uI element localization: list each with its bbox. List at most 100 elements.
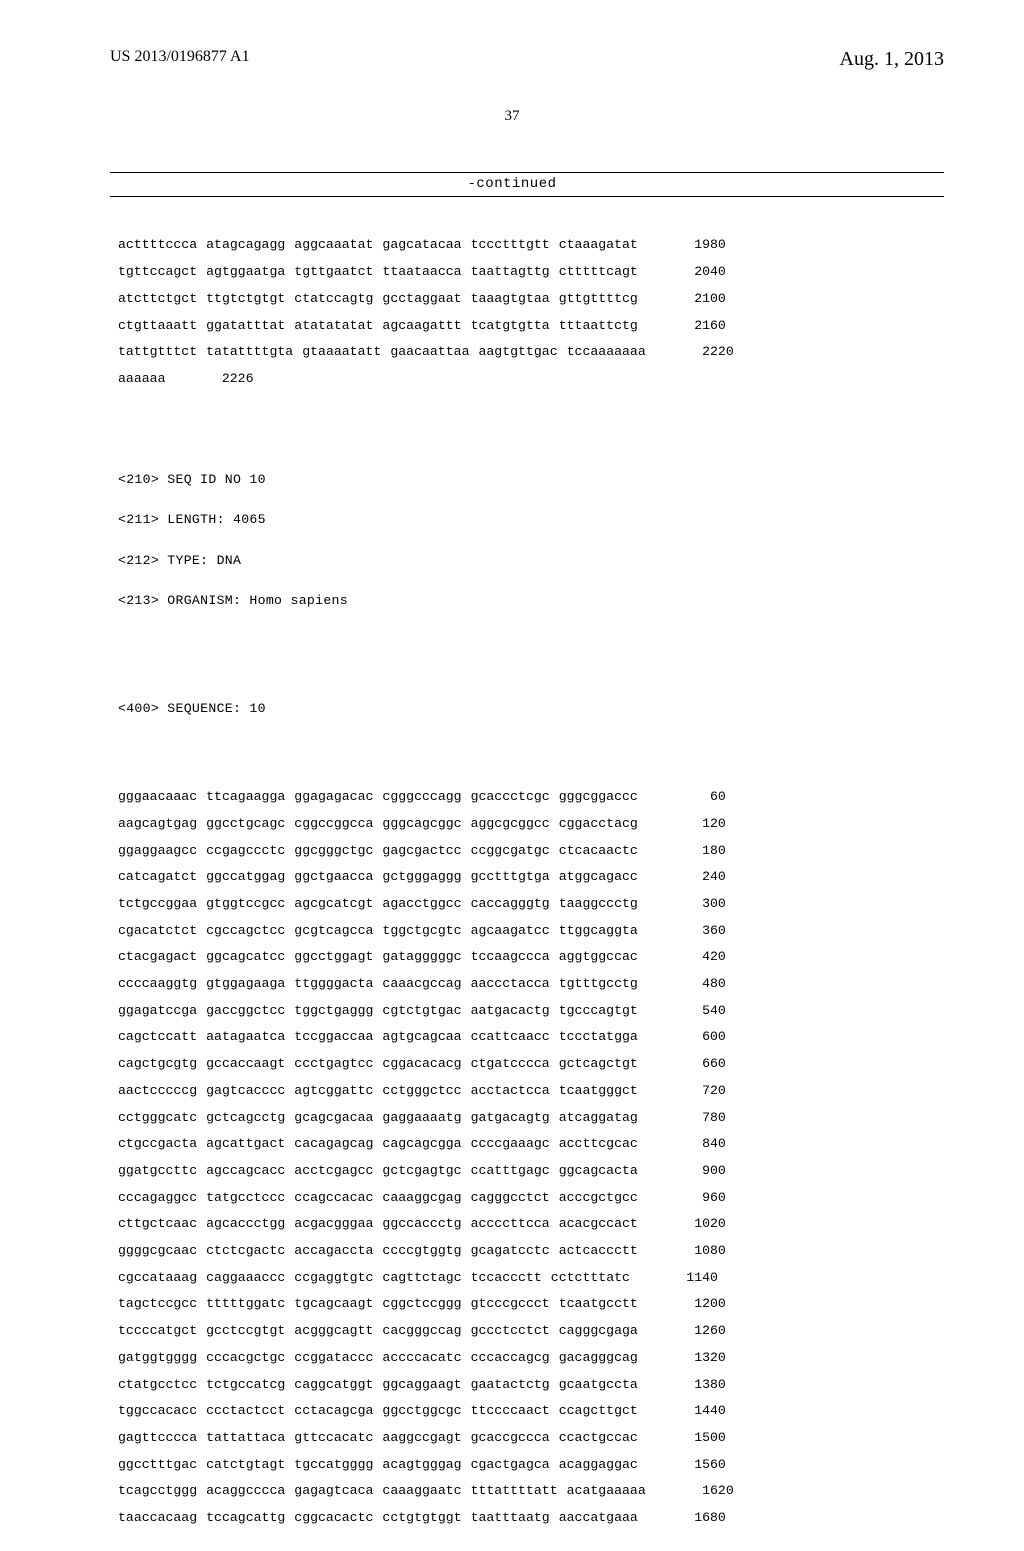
sequence-groups: aaaaaa <box>118 372 165 385</box>
sequence-group: ttccccaact <box>471 1404 550 1417</box>
sequence-group: tccagcattg <box>206 1511 285 1524</box>
sequence-group: cccaccagcg <box>471 1351 550 1364</box>
meta-seq-id: <210> SEQ ID NO 10 <box>118 473 734 486</box>
sequence-group: cccagaggcc <box>118 1191 197 1204</box>
sequence-group: acgacgggaa <box>294 1217 373 1230</box>
sequence-group: gagtcacccc <box>206 1084 285 1097</box>
sequence-position: 1200 <box>670 1297 726 1310</box>
sequence-group: tattattaca <box>206 1431 285 1444</box>
sequence-body-block: gggaacaaacttcagaaggaggagagacaccgggcccagg… <box>118 790 734 1524</box>
sequence-group: cacgggccag <box>382 1324 461 1337</box>
sequence-group: tatattttgta <box>206 345 293 358</box>
sequence-group: accagaccta <box>294 1244 373 1257</box>
sequence-group: gccctcctct <box>471 1324 550 1337</box>
sequence-group: cgacatctct <box>118 924 197 937</box>
sequence-group: ccggataccc <box>294 1351 373 1364</box>
sequence-position: 600 <box>670 1030 726 1043</box>
sequence-group: acctactcca <box>471 1084 550 1097</box>
sequence-line: cagctgcgtggccaccaagtccctgagtcccggacacacg… <box>118 1057 734 1070</box>
sequence-group: cagggcctct <box>471 1191 550 1204</box>
sequence-group: gaacaattaa <box>390 345 469 358</box>
sequence-position: 1980 <box>670 238 726 251</box>
sequence-group: gttgttttcg <box>559 292 638 305</box>
sequence-group: tggctgaggg <box>294 1004 373 1017</box>
sequence-group: ggccatggag <box>206 870 285 883</box>
sequence-position: 180 <box>670 844 726 857</box>
sequence-line: ctgttaaattggatatttatatatatatatagcaagattt… <box>118 319 734 332</box>
sequence-groups: ggaggaagccccgagccctcggcgggctgcgagcgactcc… <box>118 844 638 857</box>
sequence-group: ttcagaagga <box>206 790 285 803</box>
sequence-tail-block: acttttcccaatagcagaggaggcaaatatgagcatacaa… <box>118 238 734 385</box>
sequence-line: ctgccgactaagcattgactcacagagcagcagcagcgga… <box>118 1137 734 1150</box>
sequence-line: tattgtttcttatattttgtagtaaaatattgaacaatta… <box>118 345 734 358</box>
sequence-group: tccctatgga <box>559 1030 638 1043</box>
sequence-group: accttcgcac <box>559 1137 638 1150</box>
sequence-group: caggcatggt <box>294 1378 373 1391</box>
sequence-group: acccgctgcc <box>559 1191 638 1204</box>
sequence-group: caggaaaccc <box>206 1271 285 1284</box>
sequence-line: gatggtggggcccacgctgcccggatacccaccccacatc… <box>118 1351 734 1364</box>
sequence-group: tccggaccaa <box>294 1030 373 1043</box>
sequence-group: gcgtcagcca <box>294 924 373 937</box>
sequence-position: 360 <box>670 924 726 937</box>
sequence-group: tccccatgct <box>118 1324 197 1337</box>
sequence-group: ggcagcatcc <box>206 950 285 963</box>
sequence-group: taaggccctg <box>559 897 638 910</box>
sequence-position: 2040 <box>670 265 726 278</box>
sequence-group: cggcacactc <box>294 1511 373 1524</box>
sequence-position: 420 <box>670 950 726 963</box>
sequence-group: ggagagacac <box>294 790 373 803</box>
sequence-group: agcaagattt <box>382 319 461 332</box>
sequence-line: atcttctgctttgtctgtgtctatccagtggcctaggaat… <box>118 292 734 305</box>
sequence-group: agccagcacc <box>206 1164 285 1177</box>
sequence-groups: atcttctgctttgtctgtgtctatccagtggcctaggaat… <box>118 292 638 305</box>
sequence-group: ctacgagact <box>118 950 197 963</box>
sequence-position: 1440 <box>670 1404 726 1417</box>
sequence-position: 2100 <box>670 292 726 305</box>
sequence-group: tggccacacc <box>118 1404 197 1417</box>
sequence-group: taattagttg <box>471 265 550 278</box>
sequence-group: taatttaatg <box>471 1511 550 1524</box>
sequence-position: 300 <box>670 897 726 910</box>
sequence-group: ggccaccctg <box>382 1217 461 1230</box>
sequence-group: caaaggcgag <box>382 1191 461 1204</box>
sequence-group: ttggcaggta <box>559 924 638 937</box>
sequence-line: gagttccccatattattacagttccacatcaaggccgagt… <box>118 1431 734 1444</box>
sequence-group: gtggagaaga <box>206 977 285 990</box>
sequence-group: cgccataaag <box>118 1271 197 1284</box>
sequence-group: agacctggcc <box>382 897 461 910</box>
sequence-group: acatgaaaaa <box>567 1484 646 1497</box>
sequence-line: ctatgcctcctctgccatcgcaggcatggtggcaggaagt… <box>118 1378 734 1391</box>
sequence-group: cctctttatc <box>551 1271 630 1284</box>
sequence-group: aaggccgagt <box>382 1431 461 1444</box>
sequence-position: 840 <box>670 1137 726 1150</box>
sequence-group: gcaccctcgc <box>471 790 550 803</box>
sequence-group: ctgttaaatt <box>118 319 197 332</box>
sequence-group: tcaatgggct <box>559 1084 638 1097</box>
sequence-line: ggagatccgagaccggctcctggctgagggcgtctgtgac… <box>118 1004 734 1017</box>
sequence-group: tggctgcgtc <box>382 924 461 937</box>
sequence-group: aactcccccg <box>118 1084 197 1097</box>
sequence-line: catcagatctggccatggagggctgaaccagctgggaggg… <box>118 870 734 883</box>
sequence-group: agcattgact <box>206 1137 285 1150</box>
sequence-group: tatgcctccc <box>206 1191 285 1204</box>
sequence-group: ccggcgatgc <box>471 844 550 857</box>
sequence-groups: cgccataaagcaggaaacccccgaggtgtccagttctagc… <box>118 1271 630 1284</box>
sequence-position: 780 <box>670 1111 726 1124</box>
sequence-groups: ctgccgactaagcattgactcacagagcagcagcagcgga… <box>118 1137 638 1150</box>
sequence-line: tcagcctgggacaggccccagagagtcacacaaaggaatc… <box>118 1484 734 1497</box>
sequence-group: aaccatgaaa <box>559 1511 638 1524</box>
sequence-group: cccacgctgc <box>206 1351 285 1364</box>
sequence-groups: cttgctcaacagcaccctggacgacgggaaggccaccctg… <box>118 1217 638 1230</box>
sequence-group: catctgtagt <box>206 1458 285 1471</box>
sequence-group: aggcaaatat <box>294 238 373 251</box>
sequence-groups: cagctccattaatagaatcatccggaccaaagtgcagcaa… <box>118 1030 638 1043</box>
sequence-group: cggacacacg <box>382 1057 461 1070</box>
sequence-group: catcagatct <box>118 870 197 883</box>
sequence-group: tccaagccca <box>471 950 550 963</box>
sequence-group: gcaatgccta <box>559 1378 638 1391</box>
sequence-line: cgacatctctcgccagctccgcgtcagccatggctgcgtc… <box>118 924 734 937</box>
sequence-group: atcttctgct <box>118 292 197 305</box>
sequence-groups: gatggtggggcccacgctgcccggatacccaccccacatc… <box>118 1351 638 1364</box>
sequence-group: tttattttatt <box>471 1484 558 1497</box>
